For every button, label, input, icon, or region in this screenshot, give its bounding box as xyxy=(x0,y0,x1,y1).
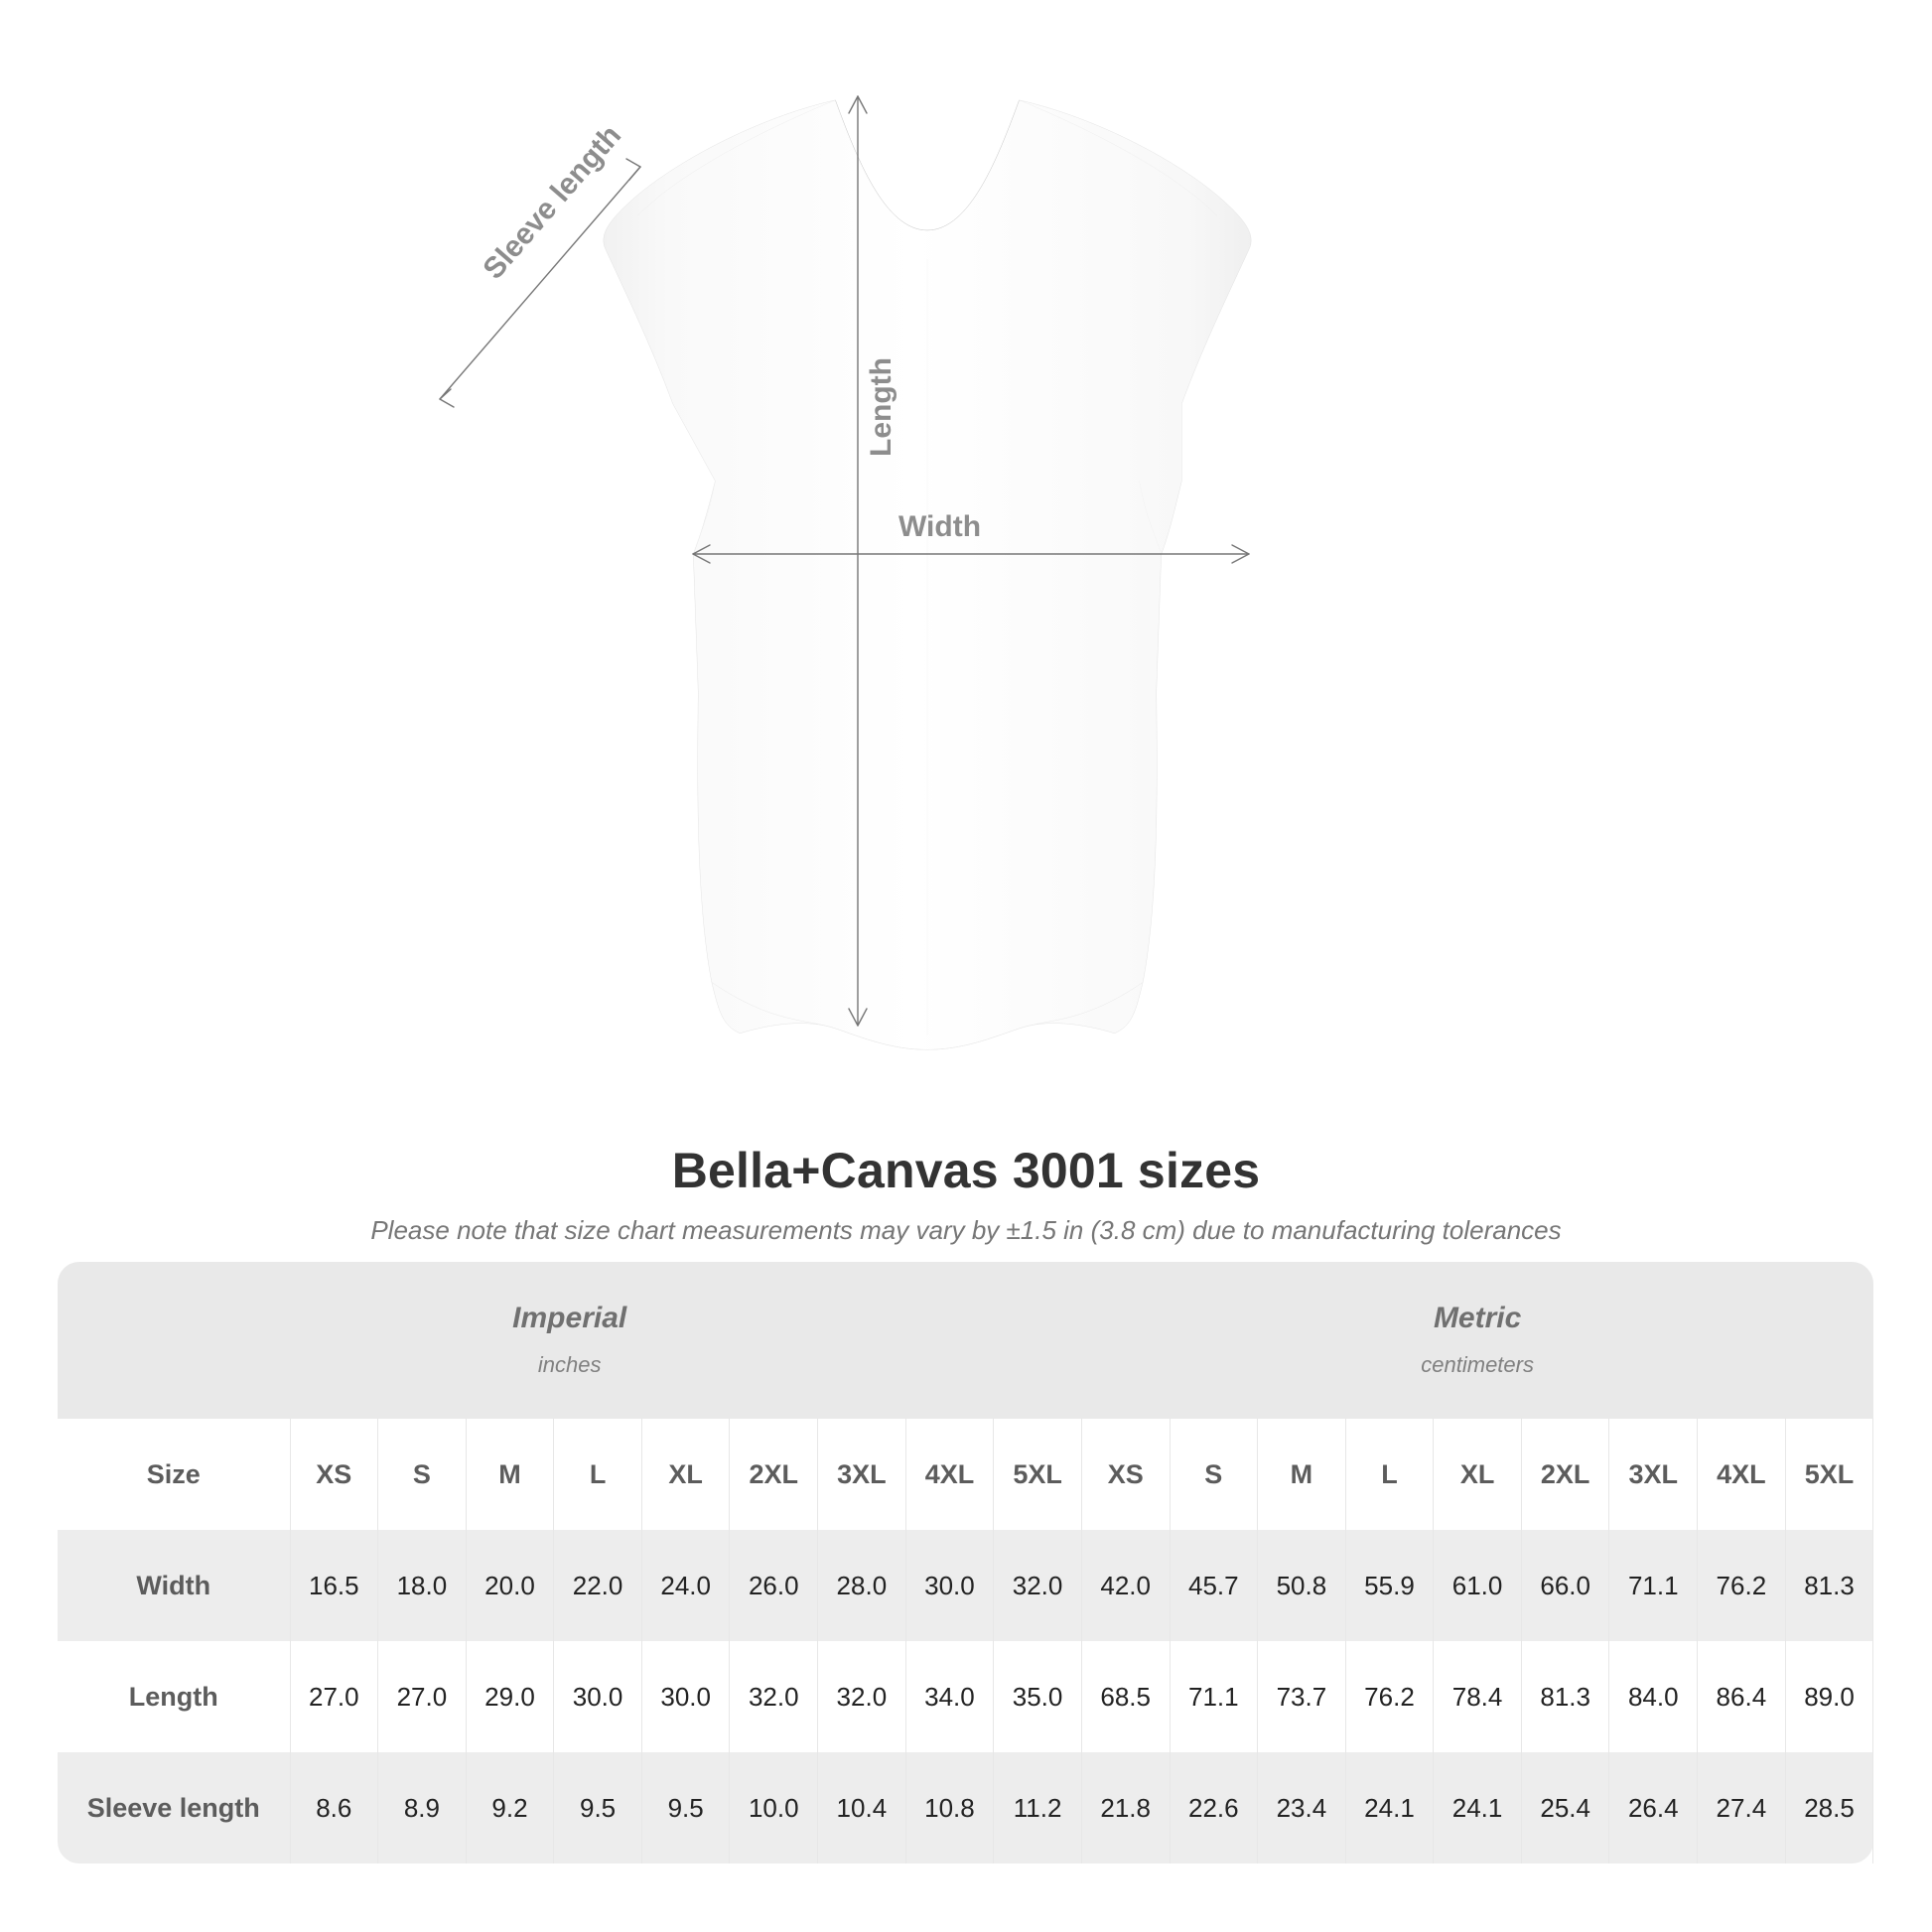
svg-text:Length: Length xyxy=(865,357,897,457)
svg-text:Width: Width xyxy=(898,510,981,543)
svg-text:Sleeve length: Sleeve length xyxy=(477,119,627,286)
